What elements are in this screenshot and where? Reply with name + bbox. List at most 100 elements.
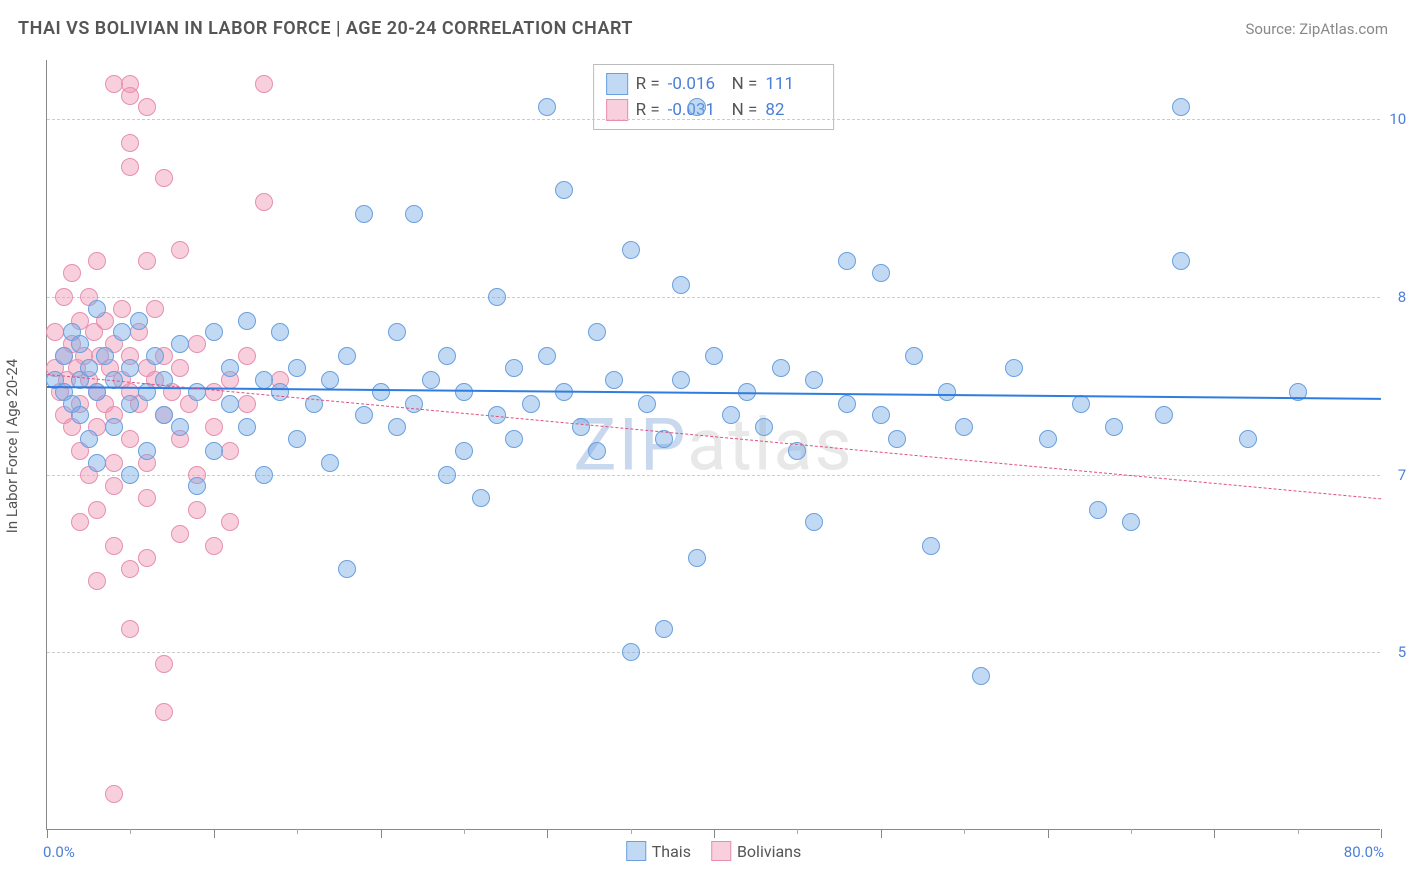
stat-r-label: R = xyxy=(636,74,660,94)
scatter-point xyxy=(171,241,189,259)
scatter-point xyxy=(171,418,189,436)
scatter-point xyxy=(288,359,306,377)
scatter-point xyxy=(171,525,189,543)
scatter-point xyxy=(105,418,123,436)
x-axis-max-label: 80.0% xyxy=(1344,843,1384,861)
scatter-point xyxy=(1155,406,1173,424)
scatter-point xyxy=(105,454,123,472)
scatter-point xyxy=(572,418,590,436)
scatter-point xyxy=(155,406,173,424)
scatter-point xyxy=(221,395,239,413)
scatter-point xyxy=(1089,501,1107,519)
scatter-point xyxy=(188,501,206,519)
scatter-point xyxy=(63,264,81,282)
scatter-point xyxy=(88,501,106,519)
scatter-point xyxy=(155,655,173,673)
scatter-point xyxy=(438,347,456,365)
scatter-point xyxy=(88,383,106,401)
scatter-point xyxy=(121,466,139,484)
scatter-point xyxy=(238,312,256,330)
scatter-point xyxy=(238,347,256,365)
scatter-point xyxy=(588,323,606,341)
scatter-point xyxy=(88,252,106,270)
scatter-point xyxy=(872,264,890,282)
scatter-point xyxy=(972,667,990,685)
x-tick-major xyxy=(881,829,882,838)
scatter-point xyxy=(538,98,556,116)
source-label: Source: ZipAtlas.com xyxy=(1245,20,1388,38)
scatter-point xyxy=(238,418,256,436)
x-tick-minor xyxy=(464,829,465,834)
scatter-point xyxy=(455,442,473,460)
scatter-point xyxy=(288,430,306,448)
scatter-point xyxy=(71,335,89,353)
bottom-legend: ThaisBolivians xyxy=(626,841,802,861)
scatter-point xyxy=(388,418,406,436)
scatter-point xyxy=(71,406,89,424)
scatter-point xyxy=(71,513,89,531)
scatter-point xyxy=(905,347,923,365)
gridline-h xyxy=(47,652,1380,653)
scatter-point xyxy=(121,620,139,638)
scatter-point xyxy=(80,430,98,448)
x-tick-major xyxy=(47,829,48,838)
scatter-point xyxy=(505,359,523,377)
scatter-point xyxy=(171,359,189,377)
x-tick-minor xyxy=(797,829,798,834)
y-tick-label: 70.0% xyxy=(1384,466,1406,484)
scatter-point xyxy=(405,205,423,223)
legend-swatch xyxy=(626,841,646,861)
scatter-point xyxy=(538,347,556,365)
x-tick-minor xyxy=(1131,829,1132,834)
scatter-point xyxy=(255,193,273,211)
scatter-point xyxy=(171,335,189,353)
scatter-point xyxy=(221,513,239,531)
scatter-point xyxy=(205,442,223,460)
scatter-point xyxy=(96,347,114,365)
scatter-point xyxy=(355,406,373,424)
scatter-point xyxy=(255,466,273,484)
x-tick-major xyxy=(1214,829,1215,838)
x-tick-major xyxy=(547,829,548,838)
scatter-point xyxy=(888,430,906,448)
scatter-point xyxy=(838,252,856,270)
x-tick-minor xyxy=(631,829,632,834)
scatter-point xyxy=(338,560,356,578)
scatter-point xyxy=(121,430,139,448)
scatter-point xyxy=(1239,430,1257,448)
scatter-point xyxy=(805,371,823,389)
scatter-point xyxy=(205,383,223,401)
scatter-point xyxy=(338,347,356,365)
x-tick-major xyxy=(214,829,215,838)
scatter-point xyxy=(88,300,106,318)
scatter-point xyxy=(80,359,98,377)
legend-swatch xyxy=(711,841,731,861)
scatter-point xyxy=(772,359,790,377)
scatter-point xyxy=(121,87,139,105)
scatter-point xyxy=(922,537,940,555)
scatter-point xyxy=(555,181,573,199)
y-axis-label: In Labor Force | Age 20-24 xyxy=(3,359,21,533)
scatter-point xyxy=(205,537,223,555)
scatter-point xyxy=(146,300,164,318)
stat-n-label: N = xyxy=(732,100,758,120)
stats-legend-row: R = -0.016N = 111 xyxy=(606,71,822,97)
scatter-point xyxy=(138,383,156,401)
scatter-point xyxy=(155,169,173,187)
scatter-point xyxy=(105,477,123,495)
scatter-point xyxy=(321,454,339,472)
x-tick-minor xyxy=(964,829,965,834)
scatter-point xyxy=(672,276,690,294)
scatter-point xyxy=(121,395,139,413)
gridline-h xyxy=(47,297,1380,298)
legend-label: Thais xyxy=(652,842,691,861)
scatter-point xyxy=(221,359,239,377)
scatter-point xyxy=(688,98,706,116)
scatter-point xyxy=(138,98,156,116)
scatter-point xyxy=(438,466,456,484)
stat-n-value: 82 xyxy=(765,100,821,120)
scatter-point xyxy=(522,395,540,413)
chart-plot-area: ZIPatlas R = -0.016N = 111R = -0.031N = … xyxy=(46,60,1380,830)
stat-n-label: N = xyxy=(732,74,758,94)
scatter-point xyxy=(271,323,289,341)
